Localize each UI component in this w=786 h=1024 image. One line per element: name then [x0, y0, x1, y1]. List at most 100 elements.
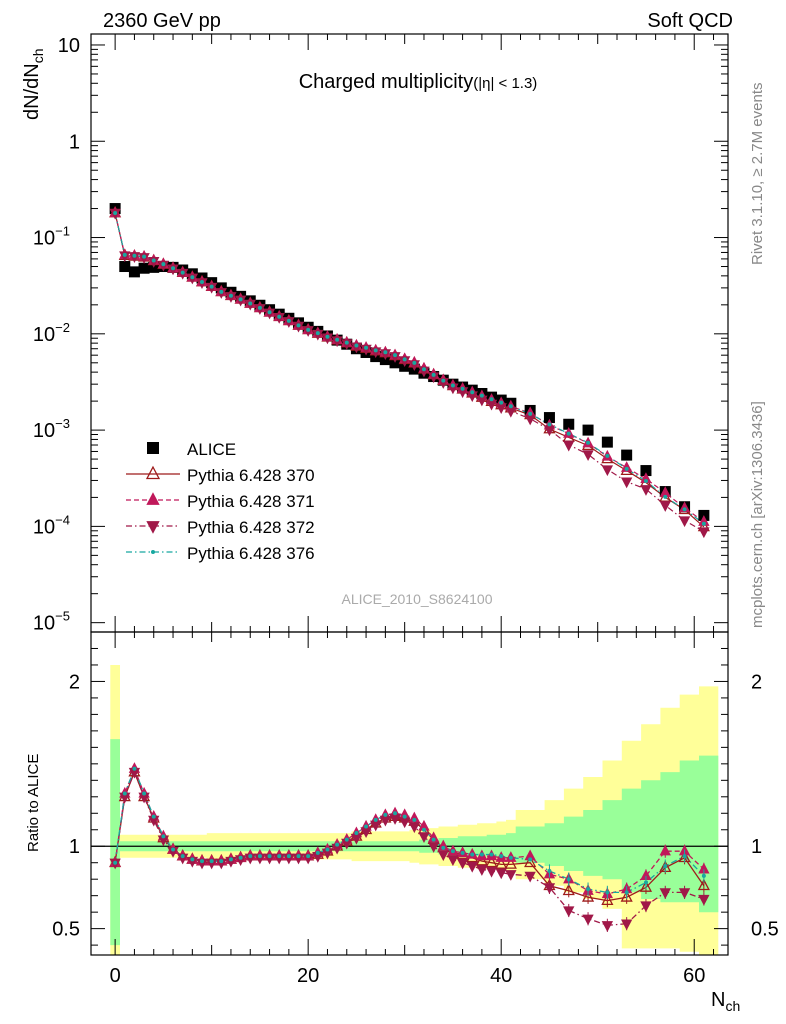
ratio-point-p370 [581, 890, 595, 902]
y-tick-label-exp: −3 [55, 416, 70, 431]
main-point-p376 [701, 521, 706, 526]
main-plot-data [109, 203, 710, 539]
ratio-point-p376 [151, 814, 156, 819]
ratio-point-p376 [383, 812, 388, 817]
analysis-watermark: ALICE_2010_S8624100 [341, 591, 492, 607]
alice-point [543, 412, 555, 424]
y-tick-label-exp: −2 [55, 320, 70, 335]
ratio-point-p372 [601, 921, 614, 932]
main-point-p376 [682, 507, 687, 512]
ratio-point-p372 [563, 906, 575, 918]
alice-point [128, 266, 140, 278]
x-tick-label: 20 [297, 965, 319, 987]
ratio-point-p372 [177, 853, 189, 865]
main-point-p376 [499, 400, 504, 405]
ratio-point-p376 [682, 854, 687, 859]
ratio-point-p376 [566, 877, 571, 882]
ratio-point-p376 [508, 855, 513, 860]
ratio-point-p372 [505, 870, 517, 881]
main-point-p376 [335, 337, 340, 342]
ratio-point-p376 [431, 837, 436, 842]
main-point-p376 [238, 297, 243, 302]
y-tick-label: 10−3 [33, 416, 70, 442]
ratio-point-p376 [421, 827, 426, 832]
main-point-p372 [399, 356, 411, 368]
ratio-y-tick-label-right: 2 [751, 671, 762, 693]
y-tick-label: 10 [58, 35, 80, 57]
ratio-point-p376 [643, 880, 648, 885]
main-point-p372 [360, 344, 372, 356]
alice-point [640, 465, 652, 477]
header-left: 2360 GeV pp [103, 10, 221, 32]
legend-marker [146, 521, 160, 534]
uncertainty-band-inner [110, 739, 719, 946]
main-point-p376 [248, 301, 253, 306]
ratio-point-p370 [601, 893, 614, 906]
main-point-p371 [620, 461, 633, 472]
x-axis-label: Nch [711, 989, 740, 1014]
ratio-point-p376 [315, 850, 320, 855]
ratio-point-p376 [171, 847, 176, 852]
main-point-p372 [437, 378, 449, 389]
y-tick-label: 1 [69, 131, 80, 153]
main-point-p376 [151, 258, 156, 263]
main-point-p376 [566, 431, 571, 436]
ratio-point-p376 [586, 887, 591, 892]
main-point-p376 [364, 345, 369, 350]
main-point-p372 [389, 352, 401, 363]
ratio-point-p376 [325, 847, 330, 852]
ratio-point-p376 [306, 854, 311, 859]
main-point-p376 [412, 360, 417, 365]
ratio-y-tick-label-right: 1 [751, 836, 762, 858]
ratio-point-p376 [470, 852, 475, 857]
ratio-point-p376 [489, 852, 494, 857]
legend-label: Pythia 6.428 370 [187, 466, 315, 485]
ratio-point-p376 [450, 849, 455, 854]
main-point-p376 [489, 397, 494, 402]
ratio-point-p376 [499, 854, 504, 859]
y-tick-label-base: 10 [33, 516, 55, 538]
main-point-p376 [267, 310, 272, 315]
ratio-point-p371 [437, 839, 449, 851]
main-point-p376 [209, 284, 214, 289]
y-tick-label: 10−2 [33, 320, 70, 346]
main-point-p376 [315, 331, 320, 336]
main-point-p372 [698, 527, 710, 539]
main-point-p376 [286, 318, 291, 323]
main-point-p372 [379, 349, 392, 360]
ratio-point-p372 [234, 855, 247, 867]
main-point-p376 [306, 327, 311, 332]
chart-title-main: Charged multiplicity [299, 71, 474, 93]
x-axis-label-main: N [711, 989, 725, 1011]
ratio-point-p372 [437, 850, 449, 862]
y-tick-label-exp: −4 [55, 512, 70, 527]
y-axis-label-main: dN/dN [21, 63, 43, 120]
main-point-p372 [659, 501, 671, 512]
ratio-point-p376 [528, 857, 533, 862]
ratio-point-p376 [605, 890, 610, 895]
main-point-p372 [678, 516, 691, 528]
main-point-p376 [122, 252, 127, 257]
main-point-p376 [373, 348, 378, 353]
ratio-point-p372 [263, 853, 276, 865]
y-tick-label: 10−5 [33, 609, 70, 635]
ratio-point-p376 [180, 854, 185, 859]
main-point-p372 [350, 342, 363, 354]
alice-point [582, 424, 594, 436]
ratio-point-p372 [495, 868, 507, 880]
ratio-point-p372 [215, 858, 227, 870]
main-point-p376 [132, 253, 137, 258]
y-tick-label-exp: −5 [55, 609, 70, 624]
main-point-p376 [171, 266, 176, 271]
y-tick-label-base: 10 [58, 35, 80, 57]
ratio-point-p376 [113, 860, 118, 865]
ratio-point-p376 [393, 811, 398, 816]
ratio-line-p376 [114, 767, 705, 894]
alice-point [563, 418, 575, 430]
x-tick-label: 60 [683, 965, 705, 987]
main-point-p376 [228, 293, 233, 298]
alice-point [138, 262, 150, 274]
main-point-p376 [441, 378, 446, 383]
legend-marker [145, 465, 161, 480]
ratio-point-p372 [698, 894, 710, 906]
